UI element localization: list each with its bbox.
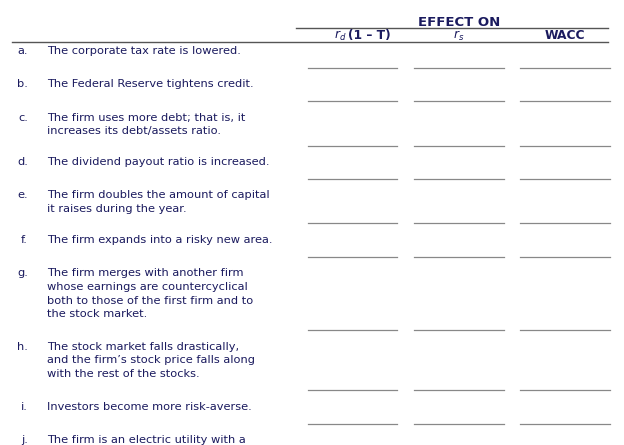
Text: The corporate tax rate is lowered.: The corporate tax rate is lowered.: [47, 46, 241, 56]
Text: d.: d.: [17, 157, 28, 167]
Text: WACC: WACC: [545, 29, 585, 42]
Text: (1 – T): (1 – T): [348, 29, 390, 42]
Text: a.: a.: [17, 46, 28, 56]
Text: The dividend payout ratio is increased.: The dividend payout ratio is increased.: [47, 157, 270, 167]
Text: h.: h.: [17, 342, 28, 352]
Text: $r_s$: $r_s$: [453, 29, 464, 43]
Text: EFFECT ON: EFFECT ON: [417, 16, 500, 28]
Text: c.: c.: [18, 113, 28, 122]
Text: j.: j.: [21, 435, 28, 445]
Text: $r_d$: $r_d$: [334, 29, 346, 43]
Text: The firm uses more debt; that is, it
increases its debt/assets ratio.: The firm uses more debt; that is, it inc…: [47, 113, 245, 136]
Text: The stock market falls drastically,
and the firm’s stock price falls along
with : The stock market falls drastically, and …: [47, 342, 255, 379]
Text: i.: i.: [21, 402, 28, 412]
Text: Investors become more risk-averse.: Investors become more risk-averse.: [47, 402, 251, 412]
Text: The Federal Reserve tightens credit.: The Federal Reserve tightens credit.: [47, 79, 253, 89]
Text: The firm doubles the amount of capital
it raises during the year.: The firm doubles the amount of capital i…: [47, 190, 270, 214]
Text: f.: f.: [21, 235, 28, 245]
Text: The firm merges with another firm
whose earnings are countercyclical
both to tho: The firm merges with another firm whose …: [47, 268, 253, 319]
Text: b.: b.: [17, 79, 28, 89]
Text: The firm expands into a risky new area.: The firm expands into a risky new area.: [47, 235, 272, 245]
Text: g.: g.: [17, 268, 28, 278]
Text: e.: e.: [17, 190, 28, 200]
Text: The firm is an electric utility with a
large investment in nuclear plants.
Sever: The firm is an electric utility with a l…: [47, 435, 273, 445]
